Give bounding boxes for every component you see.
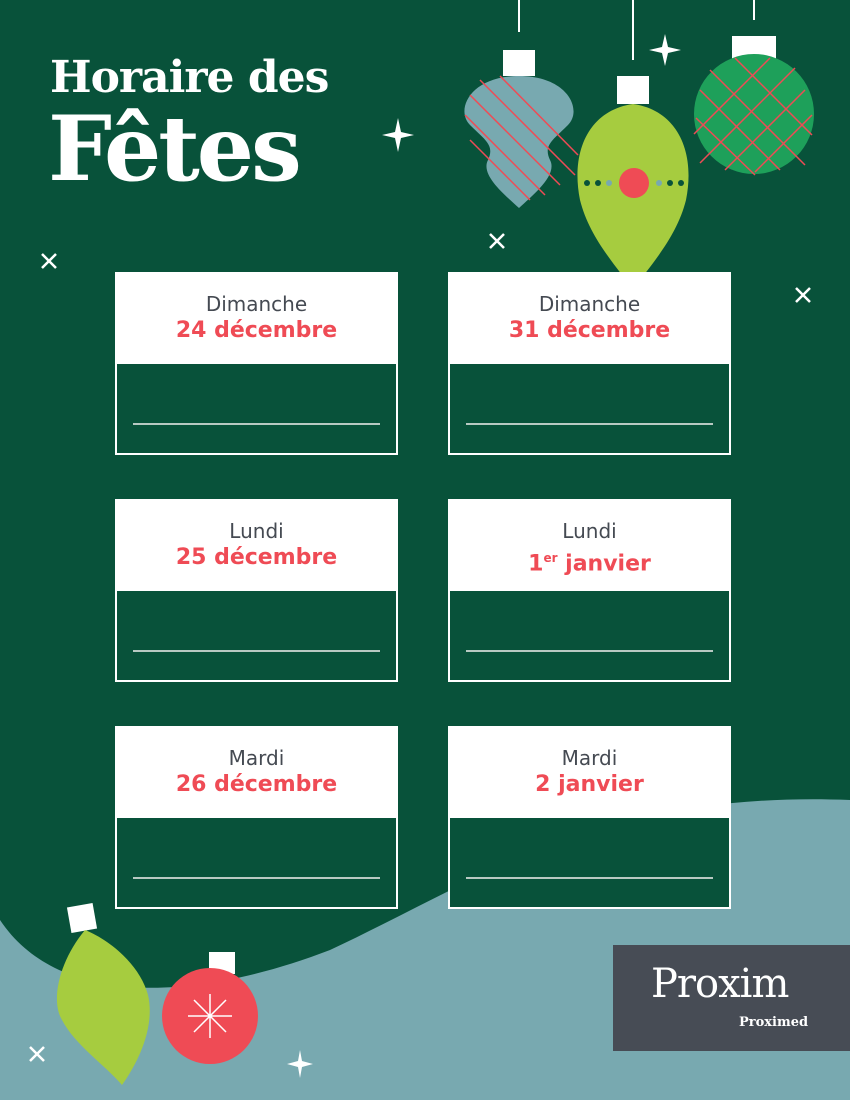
schedule-card: Dimanche 24 décembre — [115, 272, 398, 455]
date-label: 31 décembre — [508, 318, 671, 343]
title-line1: Horaire des — [50, 52, 329, 103]
date-label: 25 décembre — [175, 545, 338, 570]
logo-main: Proxim — [651, 961, 789, 1007]
sparkle-icons — [287, 34, 681, 1078]
green-ornament — [693, 0, 814, 176]
day-label: Dimanche — [205, 292, 308, 316]
schedule-card: Lundi 25 décembre — [115, 499, 398, 682]
date-label: 1er janvier — [528, 551, 651, 577]
hours-field — [466, 877, 713, 879]
hours-field — [133, 877, 380, 879]
proxim-logo: Proxim Proximed — [613, 945, 850, 1051]
day-label: Mardi — [561, 746, 618, 770]
day-label: Mardi — [228, 746, 285, 770]
cross-sparkle-icons — [29, 233, 811, 1062]
hours-field — [466, 650, 713, 652]
lime-ornament — [577, 0, 689, 290]
teal-ornament — [464, 0, 579, 208]
day-label: Lundi — [562, 519, 617, 543]
schedule-card: Dimanche 31 décembre — [448, 272, 731, 455]
date-label: 24 décembre — [175, 318, 338, 343]
bottom-lime-ornament — [56, 902, 150, 1085]
schedule-card: Mardi 26 décembre — [115, 726, 398, 909]
date-label: 2 janvier — [535, 772, 644, 797]
schedule-card: Mardi 2 janvier — [448, 726, 731, 909]
day-label: Lundi — [229, 519, 284, 543]
hours-field — [133, 650, 380, 652]
logo-sub: Proximed — [739, 1015, 809, 1030]
day-label: Dimanche — [538, 292, 641, 316]
hours-field — [466, 423, 713, 425]
title-line2: Fêtes — [48, 96, 302, 202]
hours-field — [133, 423, 380, 425]
date-label: 26 décembre — [175, 772, 338, 797]
schedule-card: Lundi 1er janvier — [448, 499, 731, 682]
bottom-red-ornament — [162, 952, 258, 1064]
